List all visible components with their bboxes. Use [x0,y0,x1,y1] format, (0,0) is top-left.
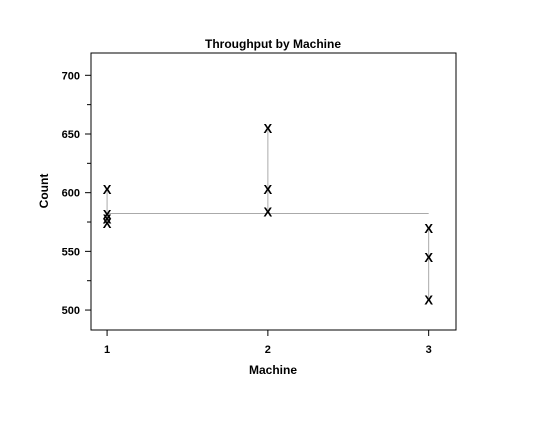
data-point: X [103,211,112,226]
data-point: X [103,216,112,231]
x-axis: 1 2 3 [104,330,432,356]
y-tick-label: 700 [62,70,80,82]
data-point: X [424,221,433,236]
x-axis-label: Machine [249,363,297,377]
y-tick-label: 550 [62,246,80,258]
plot-area [90,52,457,331]
data-point: X [264,121,273,136]
y-axis-label: Count [37,174,51,209]
data-point: X [424,250,433,265]
chart-title: Throughput by Machine [205,37,341,51]
data-point: X [264,204,273,219]
data-point: X [424,292,433,307]
x-tick-label: 3 [426,344,432,356]
y-tick-label: 600 [62,188,80,200]
x-tick-label: 2 [265,344,271,356]
x-tick-label: 1 [104,344,110,356]
y-axis: 500 550 600 650 700 [62,70,91,317]
y-tick-label: 500 [62,305,80,317]
data-point: X [103,207,112,222]
data-point: X [264,182,273,197]
y-tick-label: 650 [62,129,80,141]
data-point: X [103,182,112,197]
connector-lines [106,128,430,300]
